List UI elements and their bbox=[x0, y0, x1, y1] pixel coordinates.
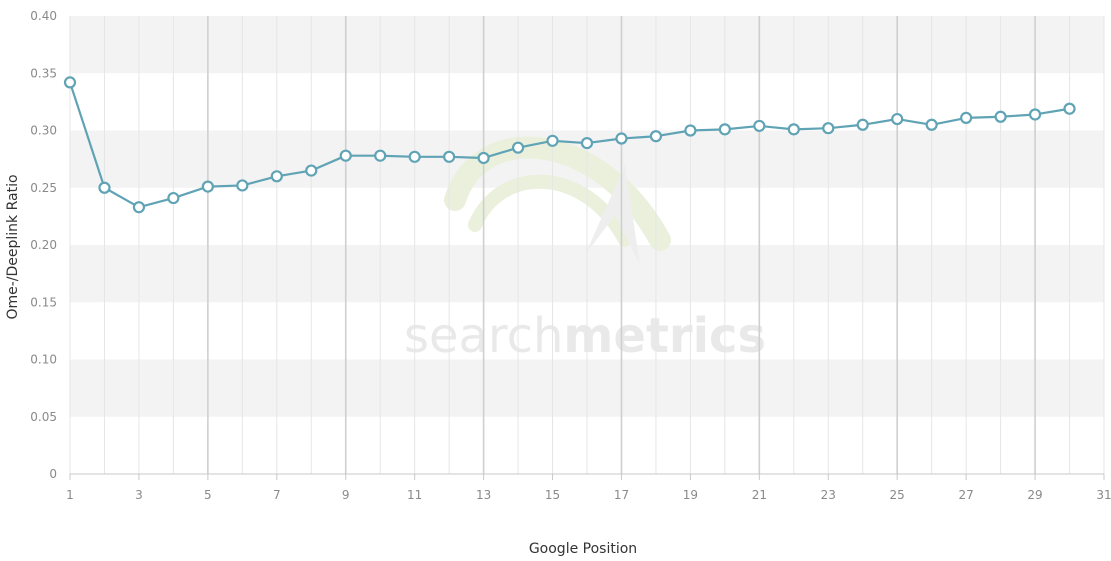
y-tick-label: 0.40 bbox=[30, 9, 57, 23]
data-point bbox=[718, 123, 731, 136]
data-point bbox=[1063, 102, 1076, 115]
gridlines bbox=[69, 16, 1105, 474]
data-point bbox=[994, 110, 1007, 123]
data-point bbox=[856, 118, 869, 131]
x-tick-label: 31 bbox=[1096, 488, 1111, 502]
data-point bbox=[891, 112, 904, 126]
x-tick-label: 21 bbox=[752, 488, 767, 502]
x-axis-title: Google Position bbox=[529, 541, 637, 557]
data-point bbox=[822, 122, 835, 135]
x-tick-label: 29 bbox=[1027, 488, 1042, 502]
x-tick-label: 9 bbox=[342, 488, 350, 502]
y-tick-label: 0.05 bbox=[30, 410, 57, 424]
data-point bbox=[477, 151, 490, 165]
data-point bbox=[753, 119, 766, 133]
data-point bbox=[960, 111, 973, 125]
data-point bbox=[305, 164, 318, 177]
data-point bbox=[511, 141, 525, 154]
x-tick-label: 11 bbox=[407, 488, 422, 502]
y-axis-ticks: 0 0.05 0.10 0.15 0.20 0.25 0.30 0.35 0.40 bbox=[30, 9, 57, 481]
data-point bbox=[374, 149, 387, 162]
data-point bbox=[63, 76, 77, 89]
data-point bbox=[580, 136, 594, 150]
data-point bbox=[270, 170, 283, 183]
x-tick-label: 19 bbox=[683, 488, 698, 502]
data-point bbox=[925, 118, 938, 131]
data-point bbox=[1028, 108, 1042, 121]
data-point bbox=[615, 132, 628, 145]
y-tick-label: 0.15 bbox=[30, 295, 57, 309]
data-point bbox=[98, 181, 111, 194]
x-tick-label: 1 bbox=[66, 488, 74, 502]
data-point bbox=[236, 179, 249, 192]
x-tick-label: 25 bbox=[890, 488, 905, 502]
x-tick-label: 17 bbox=[614, 488, 629, 502]
svg-text:searchmetrics: searchmetrics bbox=[404, 308, 766, 364]
x-tick-label: 3 bbox=[135, 488, 143, 502]
x-tick-label: 27 bbox=[958, 488, 973, 502]
data-point bbox=[787, 123, 800, 136]
x-tick-label: 15 bbox=[545, 488, 560, 502]
data-point bbox=[649, 130, 663, 143]
data-point bbox=[339, 149, 352, 162]
data-point bbox=[408, 150, 421, 163]
y-tick-label: 0.25 bbox=[30, 181, 57, 195]
x-axis-ticks: 1 3 5 7 9 11 13 15 17 19 21 23 25 27 29 31 bbox=[66, 474, 1111, 502]
y-tick-label: 0 bbox=[49, 467, 57, 481]
y-axis-title: Ome-/Deeplink Ratio bbox=[5, 174, 21, 319]
y-tick-label: 0.30 bbox=[30, 124, 57, 138]
data-point bbox=[201, 180, 214, 193]
data-point bbox=[684, 124, 697, 137]
data-point bbox=[443, 150, 456, 163]
watermark-text-bold: metrics bbox=[563, 308, 766, 364]
x-tick-label: 5 bbox=[204, 488, 212, 502]
series-group bbox=[63, 76, 1076, 214]
y-tick-label: 0.20 bbox=[30, 238, 57, 252]
data-point bbox=[546, 134, 559, 147]
y-tick-label: 0.35 bbox=[30, 66, 57, 80]
x-tick-label: 7 bbox=[273, 488, 281, 502]
data-point bbox=[167, 191, 180, 205]
x-tick-label: 13 bbox=[476, 488, 491, 502]
y-tick-label: 0.10 bbox=[30, 353, 57, 367]
data-point bbox=[132, 201, 146, 214]
x-tick-label: 23 bbox=[821, 488, 836, 502]
